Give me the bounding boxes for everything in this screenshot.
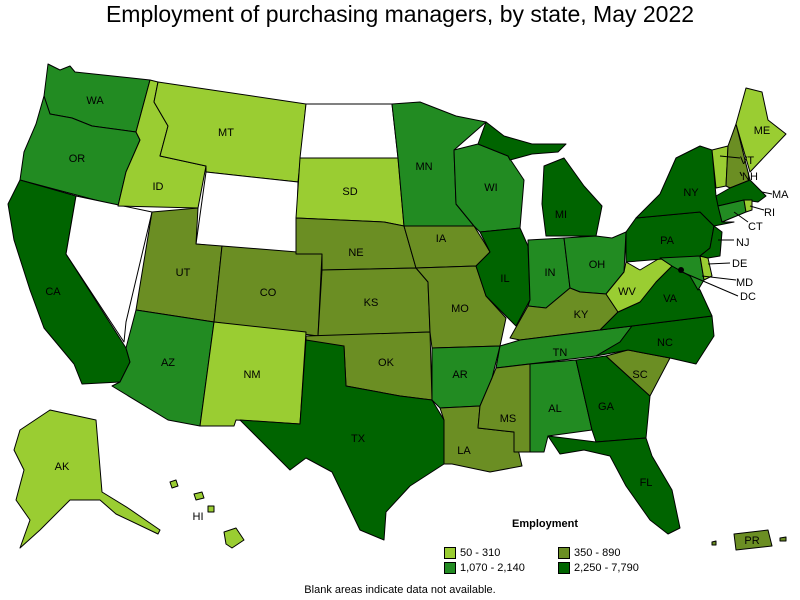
label-ak: AK bbox=[55, 461, 70, 473]
legend-swatch-4 bbox=[558, 562, 570, 574]
label-az: AZ bbox=[161, 357, 175, 369]
state-nv[interactable] bbox=[65, 195, 153, 343]
label-in: IN bbox=[545, 267, 556, 279]
label-va: VA bbox=[663, 293, 678, 305]
pr-islet bbox=[711, 536, 787, 546]
legend-range-2: 350 - 890 bbox=[574, 547, 621, 559]
label-mn: MN bbox=[415, 161, 432, 173]
label-ia: IA bbox=[436, 233, 447, 245]
label-dc: DC bbox=[740, 291, 756, 303]
label-vt: VT bbox=[740, 155, 754, 167]
state-mi-upper[interactable] bbox=[477, 121, 567, 161]
state-me[interactable] bbox=[735, 87, 787, 173]
leader-ct bbox=[733, 211, 749, 223]
label-hi: HI bbox=[193, 511, 204, 523]
state-fl[interactable] bbox=[547, 435, 681, 535]
label-wi: WI bbox=[484, 182, 497, 194]
state-mi[interactable] bbox=[541, 157, 603, 237]
label-id: ID bbox=[153, 181, 164, 193]
label-de: DE bbox=[732, 258, 747, 270]
state-hi[interactable] bbox=[223, 527, 245, 549]
label-me: ME bbox=[754, 125, 771, 137]
state-ak[interactable] bbox=[13, 409, 161, 549]
label-fl: FL bbox=[640, 477, 653, 489]
dc-marker bbox=[678, 267, 684, 273]
label-wv: WV bbox=[618, 286, 636, 298]
label-sd: SD bbox=[342, 186, 357, 198]
label-mt: MT bbox=[218, 127, 234, 139]
legend-range-3: 1,070 - 2,140 bbox=[460, 562, 525, 574]
label-mo: MO bbox=[451, 303, 469, 315]
label-tx: TX bbox=[351, 433, 366, 445]
legend-range-4: 2,250 - 7,790 bbox=[574, 562, 639, 574]
label-ct: CT bbox=[748, 221, 763, 233]
state-nm[interactable] bbox=[199, 321, 307, 427]
state-il[interactable] bbox=[475, 227, 531, 327]
state-hi-islands[interactable] bbox=[169, 479, 215, 513]
leader-md bbox=[701, 275, 737, 281]
label-ms: MS bbox=[500, 413, 517, 425]
state-nc[interactable] bbox=[595, 315, 715, 365]
legend: Employment 50 - 310 350 - 890 1,070 - 2,… bbox=[440, 518, 640, 578]
leader-dc bbox=[681, 271, 739, 297]
label-ca: CA bbox=[45, 286, 61, 298]
label-ny: NY bbox=[683, 187, 699, 199]
leader-de bbox=[707, 262, 731, 265]
state-ri[interactable] bbox=[743, 199, 753, 213]
legend-swatch-3 bbox=[444, 562, 456, 574]
state-ia[interactable] bbox=[403, 225, 491, 269]
label-tn: TN bbox=[553, 347, 568, 359]
label-nc: NC bbox=[657, 337, 673, 349]
label-il: IL bbox=[500, 273, 509, 285]
state-pr[interactable] bbox=[733, 529, 773, 551]
legend-item-1: 50 - 310 bbox=[444, 546, 500, 560]
label-ne: NE bbox=[348, 247, 363, 259]
label-md: MD bbox=[736, 277, 753, 289]
legend-swatch-2 bbox=[558, 547, 570, 559]
leader-vt bbox=[719, 155, 741, 159]
state-wy[interactable] bbox=[195, 171, 299, 255]
label-or: OR bbox=[69, 153, 86, 165]
legend-item-4: 2,250 - 7,790 bbox=[558, 561, 639, 575]
state-tx[interactable] bbox=[239, 339, 445, 541]
state-nd[interactable] bbox=[299, 103, 399, 159]
label-wa: WA bbox=[86, 95, 104, 107]
label-pa: PA bbox=[660, 235, 675, 247]
label-la: LA bbox=[457, 445, 471, 457]
label-al: AL bbox=[548, 403, 561, 415]
label-ri: RI bbox=[764, 207, 775, 219]
label-ok: OK bbox=[378, 357, 395, 369]
legend-range-1: 50 - 310 bbox=[460, 547, 501, 559]
label-ma: MA bbox=[772, 189, 789, 201]
label-ky: KY bbox=[574, 309, 589, 321]
label-nm: NM bbox=[243, 369, 260, 381]
footnote: Blank areas indicate data not available. bbox=[304, 584, 496, 596]
label-ga: GA bbox=[598, 401, 615, 413]
label-oh: OH bbox=[589, 259, 606, 271]
legend-swatch-1 bbox=[444, 547, 456, 559]
label-mi: MI bbox=[555, 209, 567, 221]
legend-item-3: 1,070 - 2,140 bbox=[444, 561, 525, 575]
label-ks: KS bbox=[364, 297, 379, 309]
leader-ri bbox=[749, 205, 765, 211]
leader-nh bbox=[739, 171, 743, 177]
label-pr: PR bbox=[744, 535, 759, 547]
label-ar: AR bbox=[452, 369, 467, 381]
label-nh: NH bbox=[742, 171, 758, 183]
label-co: CO bbox=[260, 287, 277, 299]
legend-title: Employment bbox=[512, 518, 579, 530]
leader-ma bbox=[761, 191, 773, 195]
legend-item-2: 350 - 890 bbox=[558, 546, 620, 560]
label-sc: SC bbox=[632, 369, 647, 381]
label-nj: NJ bbox=[736, 237, 749, 249]
state-nj[interactable] bbox=[699, 225, 723, 259]
map-title: Employment of purchasing managers, by st… bbox=[105, 1, 695, 27]
label-ut: UT bbox=[176, 267, 191, 279]
